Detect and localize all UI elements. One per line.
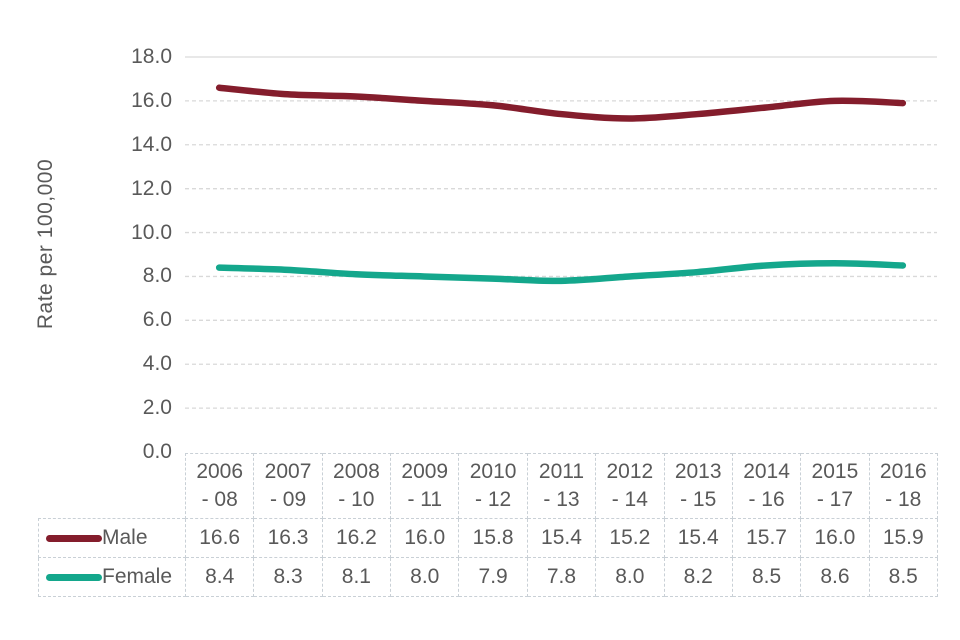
category-header-cell: 2015- 17 [800, 453, 870, 519]
value-cell: 15.7 [731, 518, 802, 558]
series-line-male [215, 84, 907, 122]
category-header-cell: 2010- 12 [458, 453, 528, 519]
value-cell: 16.6 [184, 518, 255, 558]
category-header-cell: 2016- 18 [868, 453, 938, 519]
value-cell: 8.5 [868, 557, 938, 597]
value-cell: 8.6 [800, 557, 870, 597]
value-cell: 15.4 [663, 518, 733, 558]
series-row-male: Male 16.6 16.3 16.2 16.0 15.8 15.4 15.2 15.4 15.7… [38, 518, 938, 558]
category-header-cell: 2008- 10 [321, 453, 392, 519]
y-tick-label: 2.0 [142, 396, 172, 420]
category-header-cell: 2013- 15 [663, 453, 733, 519]
category-header-cell: 2012- 14 [595, 453, 665, 519]
y-tick-label: 4.0 [142, 352, 172, 376]
y-tick-label: 12.0 [131, 176, 172, 200]
series-name-label: Female [102, 565, 173, 588]
value-cell: 16.3 [253, 518, 323, 558]
series-line-female [215, 260, 907, 285]
y-tick-label: 6.0 [142, 308, 172, 332]
legend-cell: Male [38, 518, 186, 558]
category-header-cell: 2006- 08 [184, 453, 255, 519]
value-cell: 16.0 [800, 518, 870, 558]
value-cell: 8.1 [321, 557, 392, 597]
category-header-cell: 2014- 16 [731, 453, 802, 519]
category-header-cell: 2007- 09 [253, 453, 323, 519]
category-header-cell: 2009- 11 [390, 453, 460, 519]
value-cell: 15.9 [868, 518, 938, 558]
table-corner-cell [39, 454, 186, 519]
category-header-cell: 2011- 13 [526, 453, 597, 519]
value-cell: 15.8 [458, 518, 528, 558]
series-name-label: Male [102, 526, 148, 549]
value-cell: 7.8 [526, 557, 597, 597]
value-cell: 15.2 [595, 518, 665, 558]
y-tick-label: 18.0 [131, 45, 172, 68]
value-cell: 7.9 [458, 557, 528, 597]
y-tick-label: 14.0 [131, 132, 172, 156]
value-cell: 8.5 [731, 557, 802, 597]
value-cell: 8.4 [184, 557, 255, 597]
value-cell: 8.0 [595, 557, 665, 597]
y-tick-label: 16.0 [131, 88, 172, 112]
y-tick-label: 8.0 [142, 264, 172, 288]
y-tick-label: 0.0 [142, 440, 172, 463]
table-header-row: 2006- 08 2007- 09 2008- 10 2009- 11 2010- 12… [39, 453, 938, 519]
value-cell: 8.0 [390, 557, 460, 597]
legend-swatch-male [46, 534, 102, 542]
value-cell: 16.2 [321, 518, 392, 558]
legend-cell: Female [38, 557, 186, 597]
series-row-female: Female 8.4 8.3 8.1 8.0 7.9 7.8 8.0 8.2 8.5 8.6 8.5 [38, 557, 938, 597]
value-cell: 16.0 [390, 518, 460, 558]
data-table: 2006- 08 2007- 09 2008- 10 2009- 11 2010- 12… [38, 453, 938, 597]
y-axis-title: Rate per 100,000 [34, 158, 57, 330]
value-cell: 8.2 [663, 557, 733, 597]
value-cell: 15.4 [526, 518, 597, 558]
value-cell: 8.3 [253, 557, 323, 597]
legend-swatch-female [46, 573, 102, 581]
y-tick-label: 10.0 [131, 220, 172, 244]
